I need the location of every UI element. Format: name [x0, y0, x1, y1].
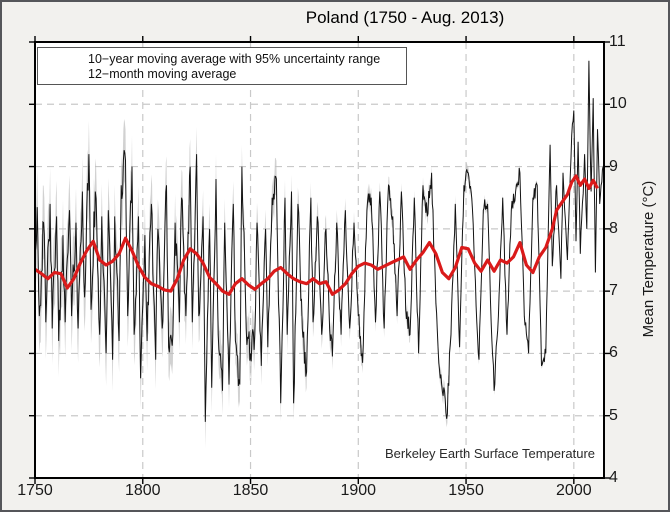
y-axis-title: Mean Temperature (°C): [640, 180, 657, 338]
x-tick-label: 1750: [17, 482, 53, 499]
legend-label-12-month: 12−month moving average: [88, 67, 237, 81]
legend-label-10-year: 10−year moving average with 95% uncertai…: [88, 52, 381, 66]
y-tick-label: 7: [609, 282, 618, 300]
axis-ticks: [29, 36, 610, 484]
y-tick-label: 9: [609, 157, 618, 175]
x-tick-label: 1900: [340, 482, 377, 499]
y-tick-label: 10: [609, 95, 627, 113]
y-tick-label: 5: [609, 406, 618, 424]
chart-title: Poland (1750 - Aug. 2013): [305, 8, 505, 27]
watermark-text: Berkeley Earth Surface Temperature: [384, 446, 595, 461]
legend-item-12-month: 12−month moving average: [47, 67, 406, 82]
y-tick-label: 4: [609, 469, 618, 486]
legend-box: 10−year moving average with 95% uncertai…: [37, 47, 407, 85]
x-tick-label: 1800: [124, 482, 161, 499]
x-tick-label: 2000: [556, 482, 592, 499]
y-tick-label: 11: [609, 33, 626, 50]
ten-year-line-path: [35, 174, 599, 296]
axes-spines: [34, 41, 605, 479]
legend-item-10-year: 10−year moving average with 95% uncertai…: [47, 52, 406, 67]
twelve-month-line-path: [35, 60, 604, 422]
gridlines: [35, 42, 604, 478]
x-tick-label: 1850: [232, 482, 269, 499]
y-tick-label: 8: [609, 219, 618, 237]
y-tick-label: 6: [609, 344, 618, 362]
x-tick-label: 1950: [448, 482, 484, 499]
